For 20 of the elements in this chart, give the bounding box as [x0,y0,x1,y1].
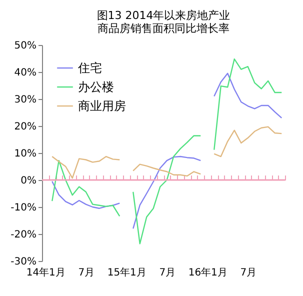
y-tick-label: 20% [14,122,36,132]
y-tick-label: -10% [10,202,36,214]
legend-label: 住宅 [77,61,102,75]
y-tick-label: 0% [20,176,36,186]
x-tick-label: 14年1月 [26,266,66,278]
legend-label: 商业用房 [78,99,126,113]
y-tick-label: 10% [14,148,36,160]
legend-label: 办公楼 [78,80,114,94]
x-tick-label: 7月 [240,268,257,278]
x-tick-label: 15年1月 [107,266,146,278]
text: 图13 2014年以来房地产业 [96,9,230,22]
y-tick-label: 30% [14,94,36,106]
text: 商品房销售面积同比增长率 [98,22,230,35]
y-tick-label: 50% [14,40,36,52]
y-tick-label: -20% [10,230,36,240]
y-tick-label: -30% [10,256,36,268]
x-tick-label: 16年1月 [188,266,228,278]
y-tick-label: 40% [14,68,36,78]
x-tick-label: 7月 [78,268,95,278]
x-tick-label: 7月 [159,268,176,278]
